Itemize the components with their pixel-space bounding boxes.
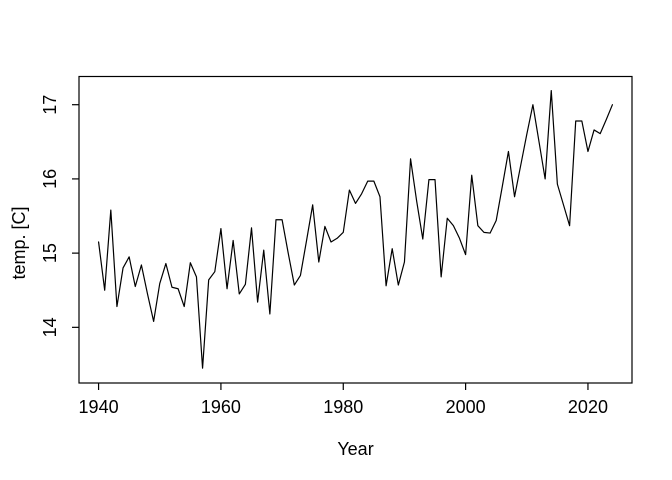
x-tick-label: 1940 <box>79 397 119 417</box>
y-tick-label: 16 <box>40 169 60 189</box>
tick-labels: 1940 1960 1980 2000 2020 14 15 16 17 <box>40 95 608 417</box>
x-axis-label: Year <box>337 439 373 459</box>
y-tick-label: 15 <box>40 243 60 263</box>
axis-ticks <box>72 104 589 390</box>
x-tick-label: 1980 <box>323 397 363 417</box>
x-tick-label: 2020 <box>568 397 608 417</box>
y-tick-label: 17 <box>40 95 60 115</box>
y-tick-label: 14 <box>40 317 60 337</box>
plot-border <box>78 75 633 384</box>
temperature-series-line <box>97 89 614 369</box>
series-layer <box>97 89 614 369</box>
y-axis-label: temp. [C] <box>9 206 29 279</box>
x-tick-label: 1960 <box>201 397 241 417</box>
x-tick-label: 2000 <box>446 397 486 417</box>
